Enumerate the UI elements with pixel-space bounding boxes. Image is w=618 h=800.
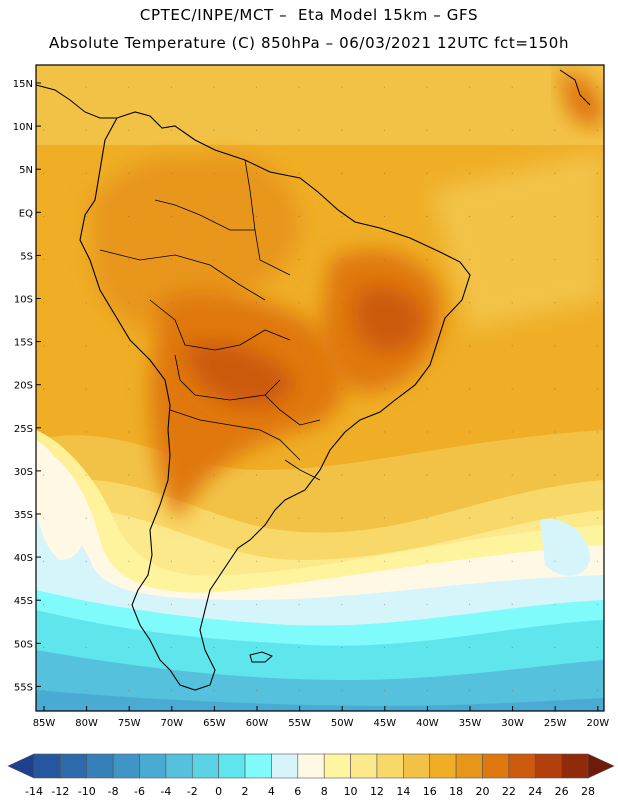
colorbar-segment <box>429 753 457 779</box>
lon-label: 25W <box>544 718 567 729</box>
lat-label: 10N <box>13 122 33 133</box>
lat-label: 35S <box>14 510 33 521</box>
colorbar-label: -12 <box>51 785 69 798</box>
map-frame <box>35 64 605 712</box>
map-title-line1: CPTEC/INPE/MCT – Eta Model 15km – GFS <box>139 6 479 24</box>
country-borders <box>99 159 321 481</box>
lat-label: 45S <box>14 596 33 607</box>
lon-label: 50W <box>331 718 354 729</box>
colorbar-segment <box>561 753 589 779</box>
lon-label: 45W <box>373 718 396 729</box>
lat-label: 5N <box>19 165 33 176</box>
longitude-axis: 85W 80W 75W 70W 65W 60W 55W 50W 45W 40W 35W 30W 25W 2… <box>33 706 609 729</box>
lon-label: 40W <box>416 718 439 729</box>
colorbar-label: 24 <box>528 785 542 798</box>
colorbar-label: 0 <box>215 785 222 798</box>
colorbar-segment <box>165 753 193 779</box>
south-america-coastline <box>79 111 471 691</box>
lon-label: 30W <box>501 718 524 729</box>
colorbar-label: 4 <box>268 785 275 798</box>
colorbar-segment <box>482 753 510 779</box>
africa-edge-coastline <box>559 69 591 106</box>
colorbar-label: 14 <box>396 785 410 798</box>
colorbar-label: -2 <box>187 785 198 798</box>
colorbar-segment <box>112 753 140 779</box>
colorbar-label: -10 <box>78 785 96 798</box>
lat-label: 10S <box>14 295 33 306</box>
lat-label: 40S <box>14 553 33 564</box>
colorbar-label: 28 <box>581 785 595 798</box>
colorbar-label: 10 <box>344 785 358 798</box>
lon-label: 35W <box>459 718 482 729</box>
colorbar-segment <box>244 753 272 779</box>
central-america-coastline <box>36 84 117 119</box>
colorbar-segment <box>455 753 483 779</box>
lat-lon-grid <box>36 65 604 711</box>
colorbar-label: 2 <box>242 785 249 798</box>
colorbar-segment <box>191 753 219 779</box>
latitude-axis: 15N 10N 5N EQ 5S 10S 15S 20S 25S 30S 35S 40S 45S 50S 5… <box>13 79 41 693</box>
colorbar-label: 8 <box>321 785 328 798</box>
colorbar-segment <box>297 753 325 779</box>
colorbar-segment <box>323 753 351 779</box>
colorbar-label: -4 <box>160 785 171 798</box>
lat-label: 55S <box>14 682 33 693</box>
colorbar-label: -14 <box>25 785 43 798</box>
colorbar-segment <box>271 753 299 779</box>
colorbar-segment <box>218 753 246 779</box>
colorbar-segment <box>534 753 562 779</box>
lon-label: 75W <box>118 718 141 729</box>
lon-label: 55W <box>288 718 311 729</box>
colorbar-segment <box>33 753 61 779</box>
colorbar-label: 18 <box>449 785 463 798</box>
temperature-colorbar: -14 -12 -10 -8 -6 -4 -2 0 2 4 6 8 10 12 14 16 18 20 22 24 26… <box>7 753 615 798</box>
lon-label: 70W <box>160 718 183 729</box>
map-title-line2: Absolute Temperature (C) 850hPa – 06/03/… <box>48 34 570 52</box>
lat-label: EQ <box>19 208 33 219</box>
colorbar-segment <box>139 753 167 779</box>
colorbar-label: 16 <box>423 785 437 798</box>
lon-label: 20W <box>586 718 609 729</box>
lon-label: 60W <box>246 718 269 729</box>
lat-label: 5S <box>20 251 33 262</box>
lon-label: 65W <box>203 718 226 729</box>
lat-label: 20S <box>14 381 33 392</box>
lon-label: 80W <box>75 718 98 729</box>
lat-label: 15N <box>13 79 33 90</box>
colorbar-label: -6 <box>134 785 145 798</box>
colorbar-low-arrow <box>7 753 35 779</box>
lat-label: 30S <box>14 467 33 478</box>
lon-label: 85W <box>33 718 56 729</box>
colorbar-segment <box>86 753 114 779</box>
colorbar-label: 20 <box>475 785 489 798</box>
colorbar-label: -8 <box>108 785 119 798</box>
colorbar-segment <box>60 753 88 779</box>
colorbar-label: 6 <box>294 785 301 798</box>
lat-label: 15S <box>14 338 33 349</box>
map-field <box>36 65 604 711</box>
colorbar-segment <box>376 753 404 779</box>
colorbar-label: 26 <box>555 785 569 798</box>
falkland-islands <box>249 651 273 663</box>
colorbar-segment <box>508 753 536 779</box>
colorbar-label: 22 <box>502 785 516 798</box>
colorbar-segment <box>350 753 378 779</box>
lat-label: 50S <box>14 639 33 650</box>
colorbar-high-arrow <box>587 753 615 779</box>
colorbar-segment <box>403 753 431 779</box>
lat-label: 25S <box>14 424 33 435</box>
colorbar-label: 12 <box>370 785 384 798</box>
